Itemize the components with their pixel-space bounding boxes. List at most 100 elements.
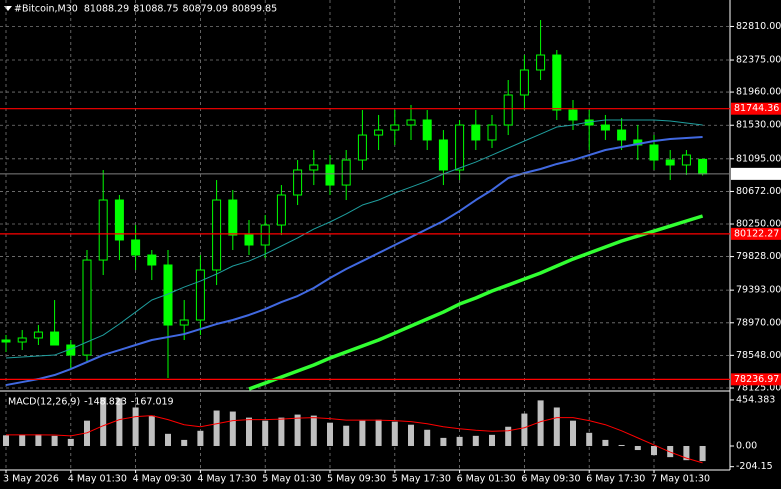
macd-bar	[213, 410, 220, 446]
candle-body	[455, 124, 465, 171]
candle-body	[276, 194, 286, 226]
macd-bar	[359, 420, 366, 446]
candle-body	[357, 134, 367, 161]
moving-average	[248, 214, 704, 391]
candle-body	[503, 94, 513, 126]
candle-body	[131, 239, 141, 256]
x-tick-label: 4 May 09:30	[133, 474, 192, 485]
level-label: 78236.97	[734, 374, 779, 385]
x-tick-label: 6 May 17:30	[586, 474, 645, 485]
x-tick-label: 3 May 2026	[3, 474, 59, 485]
candle-body	[50, 331, 60, 346]
macd-bar	[375, 419, 382, 446]
x-tick-label: 4 May 01:30	[68, 474, 127, 485]
macd-bar	[456, 436, 463, 446]
macd-y-tick-label: -204.15	[736, 461, 773, 472]
macd-bar	[116, 398, 123, 446]
candle-body	[260, 224, 270, 246]
macd-bar	[262, 420, 269, 446]
ohlc-value: 81088.75	[133, 4, 178, 15]
y-tick-label: 78548.00	[736, 350, 781, 361]
candle-body	[98, 199, 108, 261]
y-tick-label: 80250.00	[736, 219, 781, 230]
macd-bar	[472, 435, 479, 446]
candle-body	[487, 124, 497, 141]
macd-bar	[51, 435, 58, 446]
candle-body	[568, 109, 578, 121]
y-tick-label: 78125.00	[736, 382, 781, 393]
level-label-box	[731, 373, 781, 386]
macd-bar	[683, 445, 690, 461]
macd-bar	[505, 426, 512, 446]
macd-bar	[408, 424, 414, 446]
macd-value: -167.019	[131, 397, 174, 408]
x-tick-label: 4 May 17:30	[197, 474, 256, 485]
candle-body	[422, 119, 432, 141]
candle-body	[325, 164, 335, 186]
x-tick-label: 7 May 01:30	[651, 474, 710, 485]
macd-bar	[586, 432, 593, 446]
macd-bar	[35, 434, 42, 446]
candle-body	[293, 169, 303, 196]
macd-bar	[391, 421, 398, 446]
y-tick-label: 79828.00	[736, 251, 781, 262]
x-tick-label: 6 May 01:30	[457, 474, 516, 485]
level-label: 80122.27	[734, 228, 779, 239]
x-tick-label: 5 May 09:30	[327, 474, 386, 485]
level-label: 81744.36	[734, 103, 779, 114]
macd-bar	[278, 417, 285, 446]
candle-body	[309, 164, 319, 171]
macd-bar	[148, 415, 155, 446]
candle-body	[82, 259, 92, 356]
macd-bar	[553, 407, 560, 446]
y-tick-label: 81960.00	[736, 87, 781, 98]
macd-label: MACD(12,26,9)	[8, 397, 80, 408]
last-price-box	[731, 167, 781, 180]
candle-body	[471, 124, 481, 141]
candle-body	[438, 139, 448, 171]
y-tick-label: 82810.00	[736, 21, 781, 32]
macd-bar	[246, 417, 252, 446]
macd-bar	[440, 437, 447, 446]
ohlc-value: 80879.09	[183, 4, 228, 15]
candle-body	[374, 129, 384, 136]
candle-body	[681, 154, 691, 166]
macd-y-tick-label: 0.00	[736, 440, 757, 451]
macd-bar	[634, 445, 641, 451]
candle-body	[195, 269, 205, 321]
candle-body	[552, 54, 562, 111]
macd-bar	[100, 397, 107, 446]
candle-body	[649, 144, 659, 161]
candle-body	[212, 199, 222, 271]
candle-body	[228, 199, 238, 236]
x-tick-label: 6 May 09:30	[521, 474, 580, 485]
candle-body	[33, 331, 43, 339]
symbol-title: #Bitcoin,M30	[14, 4, 78, 15]
macd-bar	[310, 415, 317, 446]
candle-body	[617, 129, 627, 141]
y-tick-label: 82375.00	[736, 55, 781, 66]
candle-body	[1, 339, 11, 343]
y-tick-label: 81095.00	[736, 153, 781, 164]
macd-bar	[651, 445, 657, 456]
macd-y-tick-label: 454.383	[736, 394, 775, 405]
candle-body	[390, 124, 400, 131]
macd-bar	[165, 433, 171, 446]
candle-body	[698, 158, 708, 175]
x-tick-label: 5 May 17:30	[392, 474, 451, 485]
y-tick-label: 78970.00	[736, 317, 781, 328]
candle-body	[665, 159, 675, 166]
moving-average	[5, 119, 703, 359]
candle-body	[406, 119, 416, 126]
moving-average	[5, 136, 703, 387]
macd-bar	[537, 400, 544, 446]
macd-bar	[19, 434, 26, 446]
candle-body	[179, 319, 189, 326]
macd-bar	[67, 438, 74, 446]
level-label-box	[731, 102, 781, 115]
ohlc-value: 81088.29	[84, 4, 129, 15]
macd-signal	[6, 415, 703, 464]
